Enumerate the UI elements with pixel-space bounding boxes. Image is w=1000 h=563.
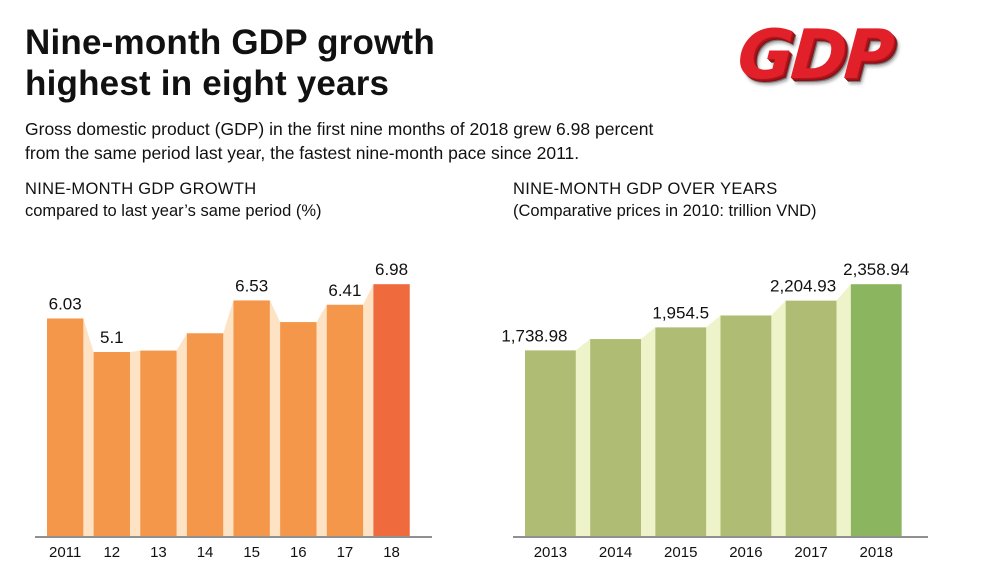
gdp-tick-label: 2017 bbox=[794, 544, 827, 561]
gdp-connector bbox=[575, 339, 591, 536]
growth-connector bbox=[83, 318, 94, 536]
gdp-tick-label: 2018 bbox=[860, 544, 893, 561]
growth-connector bbox=[223, 300, 234, 536]
growth-value-label: 6.53 bbox=[235, 276, 268, 295]
gdp-connector bbox=[706, 315, 721, 536]
gdp-tick-label: 2014 bbox=[599, 544, 632, 561]
growth-value-label: 6.98 bbox=[375, 260, 408, 279]
growth-connector bbox=[316, 304, 327, 536]
gdp-bar-2017 bbox=[785, 300, 837, 536]
growth-value-label: 6.03 bbox=[49, 294, 82, 313]
gdp-chart-subtitle: (Comparative prices in 2010: trillion VN… bbox=[513, 202, 817, 220]
gdp-value-label: 1,738.98 bbox=[501, 326, 567, 345]
growth-chart-heading: NINE-MONTH GDP GROWTH compared to last y… bbox=[25, 178, 322, 222]
growth-bar-17 bbox=[326, 304, 364, 536]
growth-connector bbox=[269, 300, 281, 536]
gdp-tick-label: 2013 bbox=[534, 544, 567, 561]
growth-chart-subtitle: compared to last year’s same period (%) bbox=[25, 202, 322, 220]
page-title: Nine-month GDP growth highest in eight y… bbox=[25, 22, 435, 104]
description-line-2: from the same period last year, the fast… bbox=[25, 143, 580, 163]
growth-bar-14 bbox=[186, 333, 224, 536]
growth-bar-2011 bbox=[47, 318, 84, 536]
growth-bar-13 bbox=[140, 350, 177, 536]
growth-connector bbox=[176, 333, 187, 536]
gdp-tick-label: 2015 bbox=[664, 544, 697, 561]
gdp-value-label: 2,204.93 bbox=[770, 277, 836, 296]
growth-tick-label: 17 bbox=[337, 544, 354, 561]
growth-tick-label: 15 bbox=[243, 544, 260, 561]
gdp-bar-2016 bbox=[720, 315, 772, 536]
gdp-bar-2018 bbox=[850, 284, 902, 536]
growth-bar-16 bbox=[280, 322, 317, 536]
gdp-connector bbox=[771, 300, 786, 536]
growth-connector bbox=[363, 284, 374, 536]
growth-value-label: 6.41 bbox=[328, 281, 361, 300]
title-line-1: Nine-month GDP growth bbox=[25, 23, 435, 62]
gdp-bar-2013 bbox=[525, 350, 576, 536]
growth-tick-label: 13 bbox=[150, 544, 167, 561]
growth-tick-label: 16 bbox=[290, 544, 307, 561]
description-line-1: Gross domestic product (GDP) in the firs… bbox=[25, 119, 654, 139]
gdp-chart-heading: NINE-MONTH GDP OVER YEARS (Comparative p… bbox=[513, 178, 817, 222]
growth-bar-15 bbox=[233, 300, 270, 536]
growth-tick-label: 18 bbox=[383, 544, 400, 561]
title-line-2: highest in eight years bbox=[25, 64, 390, 103]
gdp-bar-2015 bbox=[655, 327, 707, 536]
growth-bar-12 bbox=[93, 352, 130, 536]
gdp-connector bbox=[640, 327, 656, 536]
growth-bar-18 bbox=[373, 284, 410, 536]
growth-chart-title: NINE-MONTH GDP GROWTH bbox=[25, 180, 257, 198]
gdp-tick-label: 2016 bbox=[729, 544, 762, 561]
gdp-chart-title: NINE-MONTH GDP OVER YEARS bbox=[513, 180, 778, 198]
growth-connector bbox=[129, 350, 141, 536]
gdp-value-label: 2,358.94 bbox=[843, 260, 909, 279]
growth-value-label: 5.1 bbox=[100, 328, 124, 347]
gdp-value-label: 1,954.5 bbox=[652, 303, 709, 322]
growth-chart: 6.03 2011 5.1 12 13 14 6.53 15 16 6.41 17 6.98 18 bbox=[35, 260, 432, 561]
growth-tick-label: 14 bbox=[197, 544, 214, 561]
gdp-chart: 1,738.98 2013 2014 1,954.5 2015 2016 2,204.93 2… bbox=[501, 260, 928, 561]
growth-tick-label: 12 bbox=[103, 544, 120, 561]
description: Gross domestic product (GDP) in the firs… bbox=[25, 117, 985, 165]
growth-tick-label: 2011 bbox=[49, 544, 81, 561]
gdp-bar-2014 bbox=[590, 339, 641, 536]
gdp-connector bbox=[836, 284, 851, 536]
